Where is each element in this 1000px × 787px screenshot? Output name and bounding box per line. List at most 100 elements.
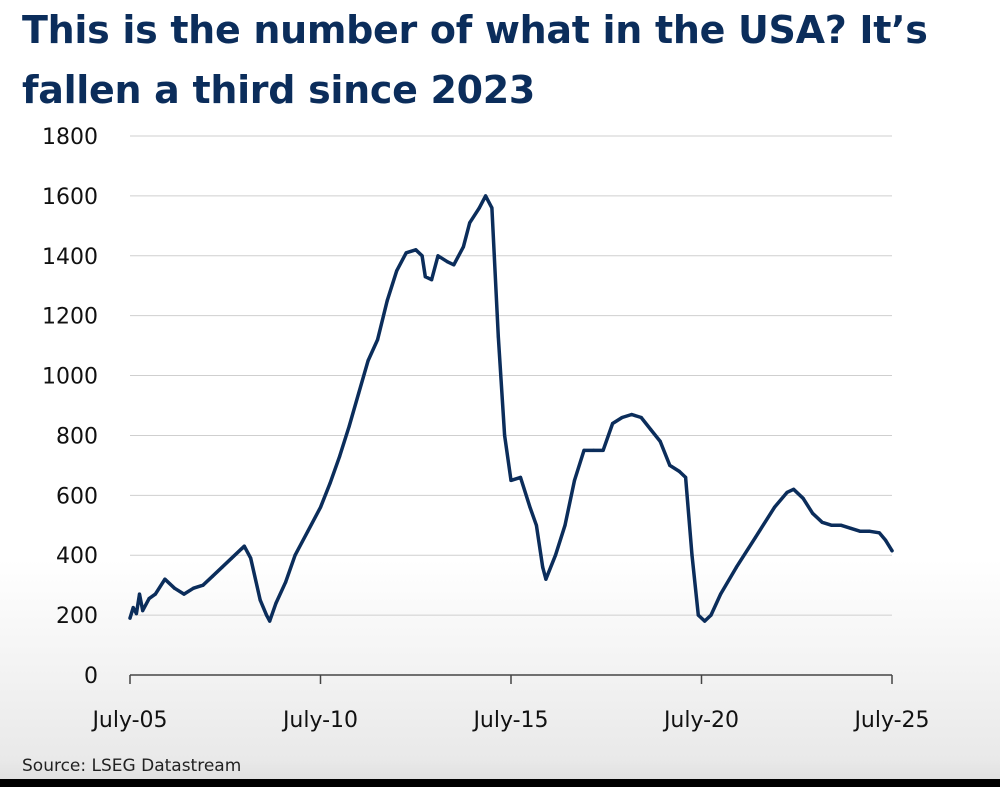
data-point	[772, 505, 777, 509]
data-point	[230, 556, 234, 560]
data-point	[284, 580, 288, 584]
data-point	[423, 275, 427, 279]
data-point	[719, 592, 723, 596]
data-point	[414, 248, 418, 252]
data-point	[582, 448, 586, 452]
data-point	[639, 415, 643, 420]
data-point	[734, 565, 739, 569]
data-point	[703, 619, 707, 623]
source-note: Source: LSEG Datastream	[22, 756, 242, 776]
data-point	[503, 433, 507, 437]
data-point	[385, 299, 389, 303]
data-point	[258, 598, 262, 602]
data-point	[649, 427, 653, 432]
data-point	[137, 592, 142, 596]
chart-title: This is the number of what in the USA? I…	[22, 8, 928, 112]
y-tick-label: 1600	[42, 185, 98, 210]
gridlines	[130, 135, 892, 616]
data-point	[620, 415, 624, 420]
data-point	[201, 583, 205, 587]
data-point	[274, 601, 278, 605]
data-point	[318, 505, 323, 509]
data-point	[182, 592, 186, 596]
data-point	[820, 520, 824, 524]
data-point	[563, 523, 567, 527]
data-point	[849, 526, 853, 530]
y-tick-label: 1800	[42, 125, 98, 150]
data-point	[163, 577, 167, 581]
data-point	[134, 612, 138, 616]
x-tick-label: July-05	[90, 708, 167, 733]
data-point	[242, 544, 246, 548]
data-point	[436, 254, 440, 258]
data-point	[801, 496, 805, 500]
data-point	[785, 490, 789, 494]
x-tick-label: July-10	[281, 708, 358, 733]
data-point	[395, 269, 399, 273]
series-layer	[128, 194, 894, 623]
data-point	[601, 448, 605, 452]
data-point	[811, 511, 815, 515]
data-point	[220, 565, 224, 569]
data-point	[544, 577, 548, 581]
x-axis	[129, 674, 893, 684]
y-tick-label: 1200	[42, 305, 98, 330]
data-point	[877, 531, 881, 535]
data-point	[858, 529, 862, 533]
data-point	[490, 206, 494, 210]
data-point	[677, 469, 681, 473]
y-tick-label: 0	[84, 664, 98, 689]
data-point	[452, 263, 456, 267]
data-point	[890, 549, 894, 553]
data-point	[366, 359, 370, 363]
data-point	[328, 481, 332, 485]
data-point	[792, 487, 796, 491]
data-point	[191, 586, 196, 590]
series-line	[128, 194, 894, 623]
data-point	[839, 523, 843, 527]
data-point	[477, 206, 481, 210]
data-point	[445, 260, 450, 264]
y-tick-label: 200	[56, 604, 98, 629]
data-point	[404, 251, 408, 255]
data-point	[830, 523, 834, 527]
y-tick-label: 1400	[42, 245, 98, 270]
data-point	[868, 529, 872, 533]
y-tick-label: 800	[56, 424, 98, 449]
data-point	[696, 613, 700, 617]
data-point	[376, 338, 380, 342]
data-point	[690, 553, 694, 557]
bottom-border	[0, 779, 1000, 787]
y-tick-label: 1000	[42, 365, 98, 390]
data-point	[172, 586, 177, 590]
data-point	[753, 535, 758, 539]
data-point	[268, 619, 272, 623]
x-tick-label: July-15	[471, 708, 548, 733]
data-point	[420, 254, 424, 258]
data-point	[611, 421, 615, 426]
data-point	[468, 221, 472, 225]
data-point	[249, 556, 253, 560]
data-point	[496, 335, 500, 339]
data-point	[541, 565, 545, 569]
y-tick-label: 400	[56, 544, 98, 569]
data-point	[534, 523, 539, 527]
data-point	[684, 475, 688, 479]
data-point	[430, 278, 434, 282]
data-point	[131, 606, 135, 610]
data-point	[293, 553, 297, 557]
x-tick-label: July-25	[852, 708, 929, 733]
data-point	[357, 391, 361, 396]
data-point	[553, 553, 558, 557]
data-point	[509, 478, 513, 482]
data-point	[147, 597, 151, 601]
data-point	[572, 478, 577, 482]
data-point	[141, 609, 145, 613]
data-point	[338, 454, 342, 458]
data-point	[128, 616, 132, 620]
data-point	[347, 424, 351, 429]
data-point	[306, 529, 310, 533]
data-point	[211, 574, 215, 578]
data-point	[528, 505, 532, 509]
